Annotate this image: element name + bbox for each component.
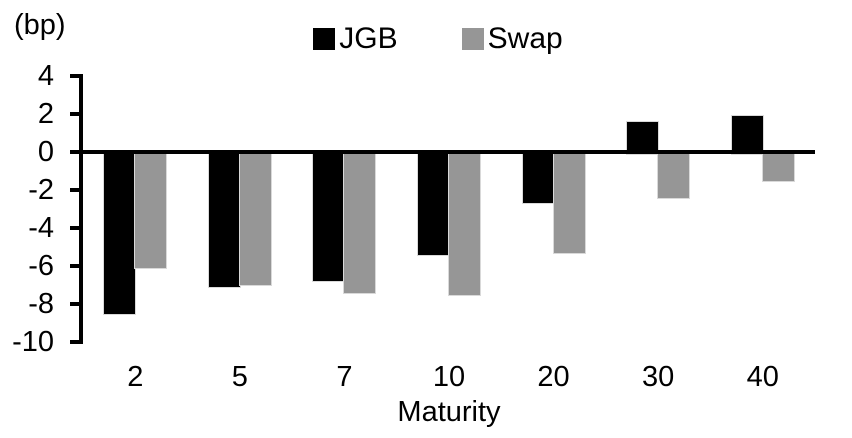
bar-swap-30: [658, 152, 690, 198]
y-axis-line: [79, 74, 83, 344]
y-tick-label: 4: [37, 60, 54, 92]
y-tick-label: -2: [28, 174, 54, 206]
y-axis-tick: [70, 188, 80, 192]
bar-swap-40: [762, 152, 794, 181]
bar-swap-10: [449, 152, 480, 295]
y-tick-label: -8: [28, 288, 54, 320]
x-tick-label: 40: [746, 361, 779, 393]
bar-jgb-5: [208, 152, 240, 287]
bar-swap-7: [344, 152, 376, 293]
bar-swap-2: [135, 152, 167, 268]
x-axis-zero-line: [79, 150, 815, 154]
bar-jgb-7: [313, 152, 345, 282]
y-axis-tick: [70, 264, 80, 268]
x-tick-label: 7: [336, 361, 353, 393]
y-tick-label: -4: [28, 212, 54, 244]
y-axis-tick: [70, 302, 80, 306]
y-axis-tick: [70, 226, 80, 230]
y-axis-tick: [70, 112, 80, 116]
legend-item-swap: Swap: [461, 22, 563, 55]
y-axis-tick: [70, 74, 80, 78]
legend-label-swap: Swap: [487, 22, 563, 55]
bar-jgb-40: [731, 115, 763, 154]
y-axis-tick: [70, 150, 80, 154]
bar-swap-5: [239, 152, 271, 285]
legend-label-jgb: JGB: [339, 22, 398, 55]
bar-jgb-20: [522, 152, 554, 204]
x-tick-label: 5: [231, 361, 248, 393]
x-tick-label: 10: [432, 361, 466, 393]
x-tick-label: 20: [537, 361, 570, 393]
x-axis-title: Maturity: [397, 396, 501, 428]
bar-jgb-10: [418, 152, 449, 255]
legend-item-jgb: JGB: [313, 22, 398, 55]
y-tick-label: 0: [37, 136, 54, 168]
x-tick-label: 30: [641, 361, 675, 393]
bar-jgb-30: [627, 121, 659, 154]
bar-jgb-2: [104, 152, 136, 314]
x-tick-label: 2: [127, 361, 144, 393]
y-tick-label: -6: [28, 250, 54, 282]
bar-swap-20: [553, 152, 585, 253]
y-axis-unit-label: (bp): [14, 9, 66, 41]
y-tick-label: 2: [37, 98, 54, 130]
swap-legend-swatch: [461, 28, 484, 50]
jgb-legend-swatch: [313, 28, 336, 50]
y-axis-tick: [70, 340, 80, 344]
y-tick-label: -10: [12, 326, 54, 358]
legend: JGB Swap: [12, 24, 852, 54]
